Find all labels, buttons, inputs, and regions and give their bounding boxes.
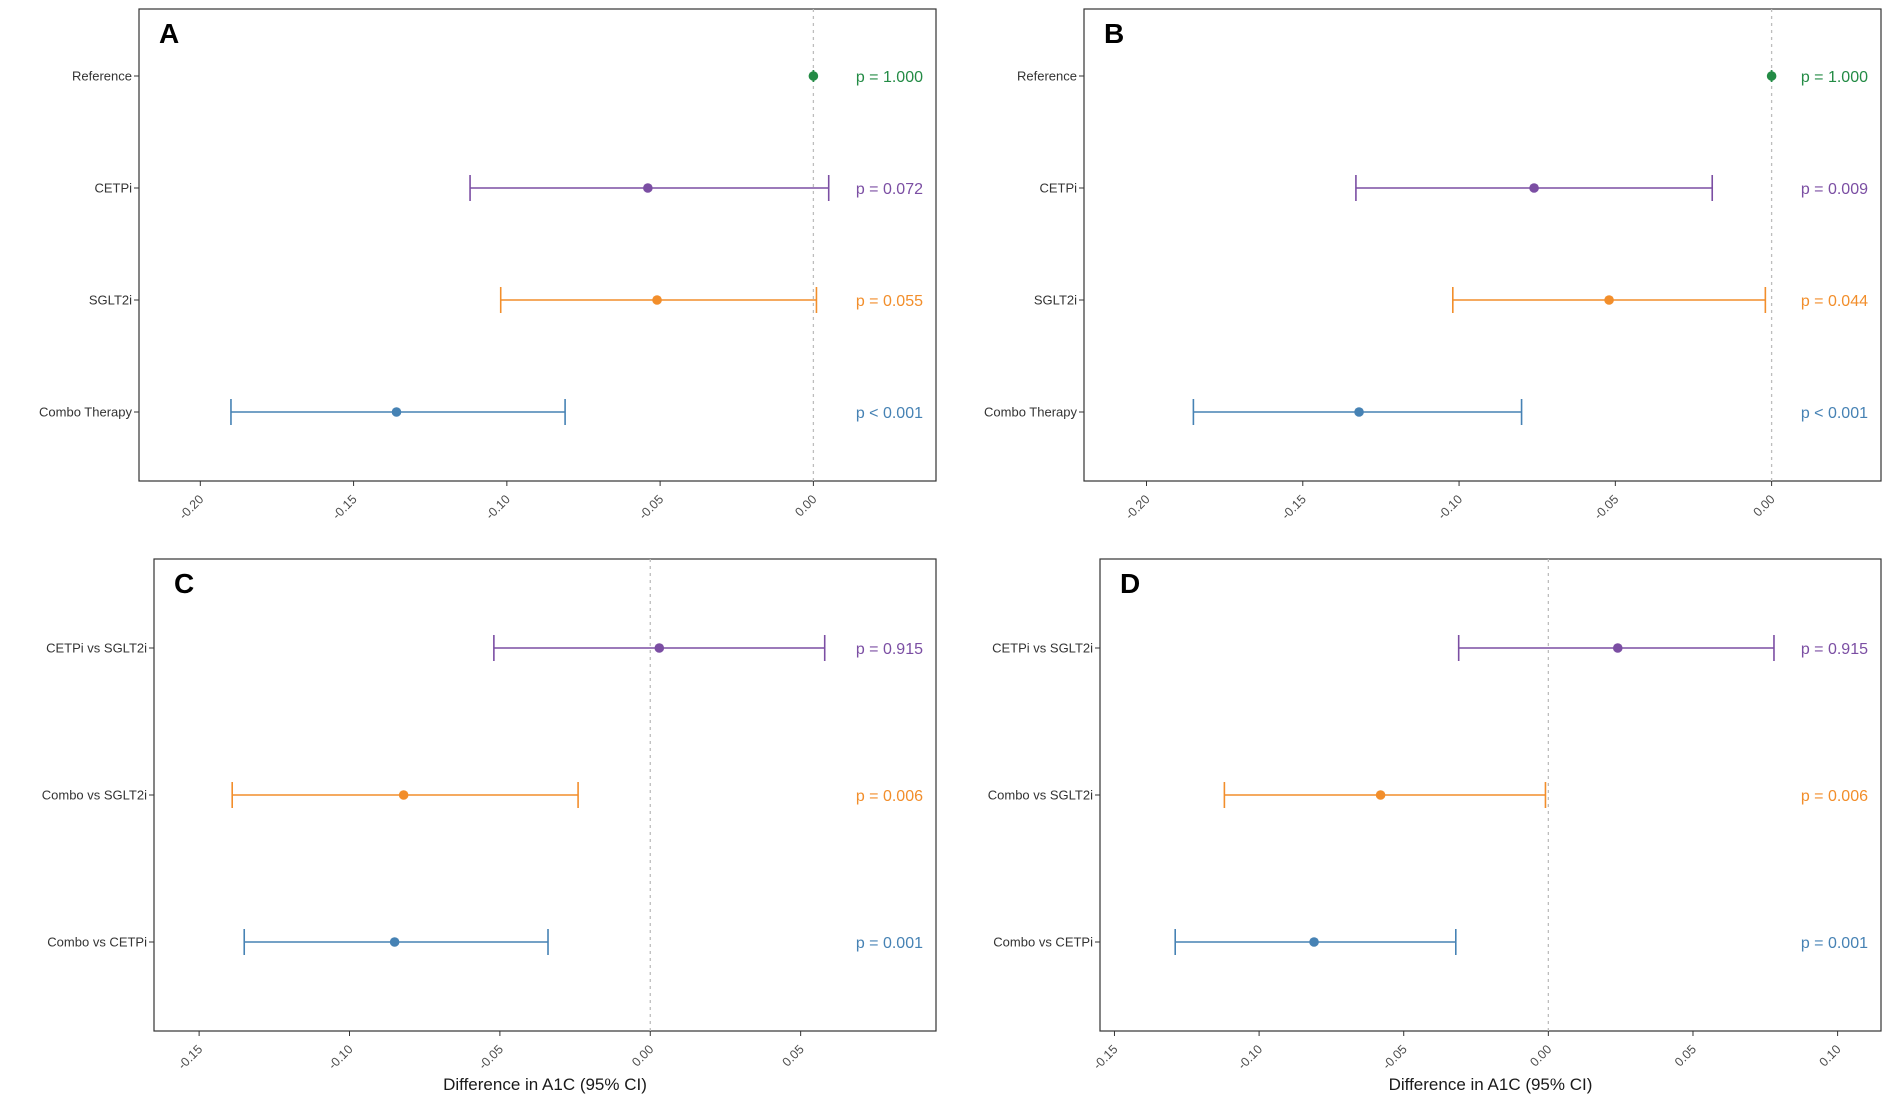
x-tick-label: -0.05 (1380, 1042, 1410, 1072)
x-tick-label: 0.00 (629, 1042, 656, 1069)
x-tick-label: -0.15 (175, 1042, 205, 1072)
forest-row: Combo Therapy p < 0.001 (39, 399, 923, 425)
y-tick-label: CETPi vs SGLT2i (46, 641, 147, 656)
x-axis-title: Difference in A1C (95% CI) (1389, 1075, 1593, 1094)
p-value-label: p = 0.009 (1801, 181, 1868, 198)
point-estimate (652, 295, 662, 305)
x-tick-label: -0.05 (1591, 492, 1621, 522)
panel-c: C -0.15 -0.10 -0.05 0.00 0.05 Difference in A1… (42, 558, 937, 1094)
panel-d: D -0.15 -0.10 -0.05 0.00 0.05 0.10 Difference i… (988, 558, 1882, 1094)
p-value-label: p = 0.001 (1801, 935, 1868, 952)
point-estimate (654, 643, 665, 653)
x-tick-label: 0.05 (1672, 1042, 1699, 1069)
p-value-label: p = 0.072 (856, 181, 923, 198)
point-estimate (1766, 71, 1777, 81)
y-tick-label: SGLT2i (89, 293, 132, 308)
point-estimate (808, 71, 819, 81)
forest-row: Combo vs CETPi p = 0.001 (47, 929, 923, 955)
x-tick-label: -0.20 (1123, 492, 1153, 522)
point-estimate (1354, 407, 1364, 417)
y-tick-label: Combo vs CETPi (993, 935, 1093, 950)
x-tick-label: 0.10 (1817, 1042, 1844, 1069)
forest-row: Combo vs SGLT2i p = 0.006 (42, 782, 923, 808)
p-value-label: p = 0.044 (1801, 293, 1868, 310)
y-tick-label: CETPi (94, 181, 132, 196)
x-tick-label: -0.05 (476, 1042, 506, 1072)
p-value-label: p = 0.006 (856, 788, 923, 805)
panel-frame (138, 8, 937, 482)
forest-row: SGLT2i p = 0.044 (1034, 287, 1868, 313)
forest-row: CETPi vs SGLT2i p = 0.915 (46, 635, 923, 661)
point-estimate (643, 183, 653, 193)
x-tick-label: 0.05 (780, 1042, 807, 1069)
x-tick-label: -0.15 (1091, 1042, 1121, 1072)
y-tick-label: CETPi vs SGLT2i (992, 641, 1093, 656)
y-tick-label: Combo vs SGLT2i (42, 788, 147, 803)
forest-row: Reference p = 1.000 (72, 69, 923, 87)
y-tick-label: Combo vs CETPi (47, 935, 147, 950)
p-value-label: p = 1.000 (856, 69, 923, 86)
forest-row: CETPi p = 0.009 (1039, 175, 1868, 201)
p-value-label: p = 1.000 (1801, 69, 1868, 86)
point-estimate (391, 407, 402, 417)
y-tick-label: Combo vs SGLT2i (988, 788, 1093, 803)
panel-a: A -0.20 -0.15 -0.10 -0.05 0.00 Reference p = 1.… (39, 8, 937, 522)
point-estimate (1309, 937, 1319, 947)
x-tick-label: -0.20 (176, 492, 206, 522)
x-tick-label: -0.10 (326, 1042, 356, 1072)
point-estimate (1529, 183, 1539, 193)
point-estimate (389, 937, 400, 947)
panel-letter: D (1120, 568, 1140, 599)
x-axis-title: Difference in A1C (95% CI) (443, 1075, 647, 1094)
forest-row: CETPi p = 0.072 (94, 175, 923, 201)
y-tick-label: Reference (72, 69, 132, 84)
panel-letter: B (1104, 18, 1124, 49)
forest-row: Combo vs CETPi p = 0.001 (993, 929, 1868, 955)
panel-frame (1083, 8, 1882, 482)
point-estimate (398, 790, 409, 800)
x-tick-label: -0.10 (1235, 1042, 1265, 1072)
x-tick-label: -0.10 (1435, 492, 1465, 522)
panel-b: B -0.20 -0.15 -0.10 -0.05 0.00 Reference p = 1.… (984, 8, 1882, 522)
p-value-label: p = 0.006 (1801, 788, 1868, 805)
panel-letter: A (159, 18, 179, 49)
forest-row: CETPi vs SGLT2i p = 0.915 (992, 635, 1868, 661)
p-value-label: p = 0.055 (856, 293, 923, 310)
forest-row: Combo vs SGLT2i p = 0.006 (988, 782, 1868, 808)
y-tick-label: Combo Therapy (39, 405, 132, 420)
x-tick-label: -0.15 (1279, 492, 1309, 522)
p-value-label: p = 0.915 (856, 641, 923, 658)
point-estimate (1375, 790, 1386, 800)
x-tick-label: 0.00 (1751, 492, 1778, 519)
p-value-label: p = 0.001 (856, 935, 923, 952)
y-tick-label: CETPi (1039, 181, 1077, 196)
y-tick-label: Reference (1017, 69, 1077, 84)
point-estimate (1604, 295, 1614, 305)
x-tick-label: -0.10 (483, 492, 513, 522)
forest-row: Combo Therapy p < 0.001 (984, 399, 1868, 425)
x-tick-label: -0.15 (330, 492, 360, 522)
panel-letter: C (174, 568, 194, 599)
p-value-label: p < 0.001 (1801, 405, 1868, 422)
x-tick-label: -0.05 (636, 492, 666, 522)
forest-row: SGLT2i p = 0.055 (89, 287, 923, 313)
y-tick-label: SGLT2i (1034, 293, 1077, 308)
y-tick-label: Combo Therapy (984, 405, 1077, 420)
x-tick-label: 0.00 (792, 492, 819, 519)
forest-row: Reference p = 1.000 (1017, 69, 1868, 87)
p-value-label: p = 0.915 (1801, 641, 1868, 658)
point-estimate (1612, 643, 1623, 653)
p-value-label: p < 0.001 (856, 405, 923, 422)
x-tick-label: 0.00 (1527, 1042, 1554, 1069)
